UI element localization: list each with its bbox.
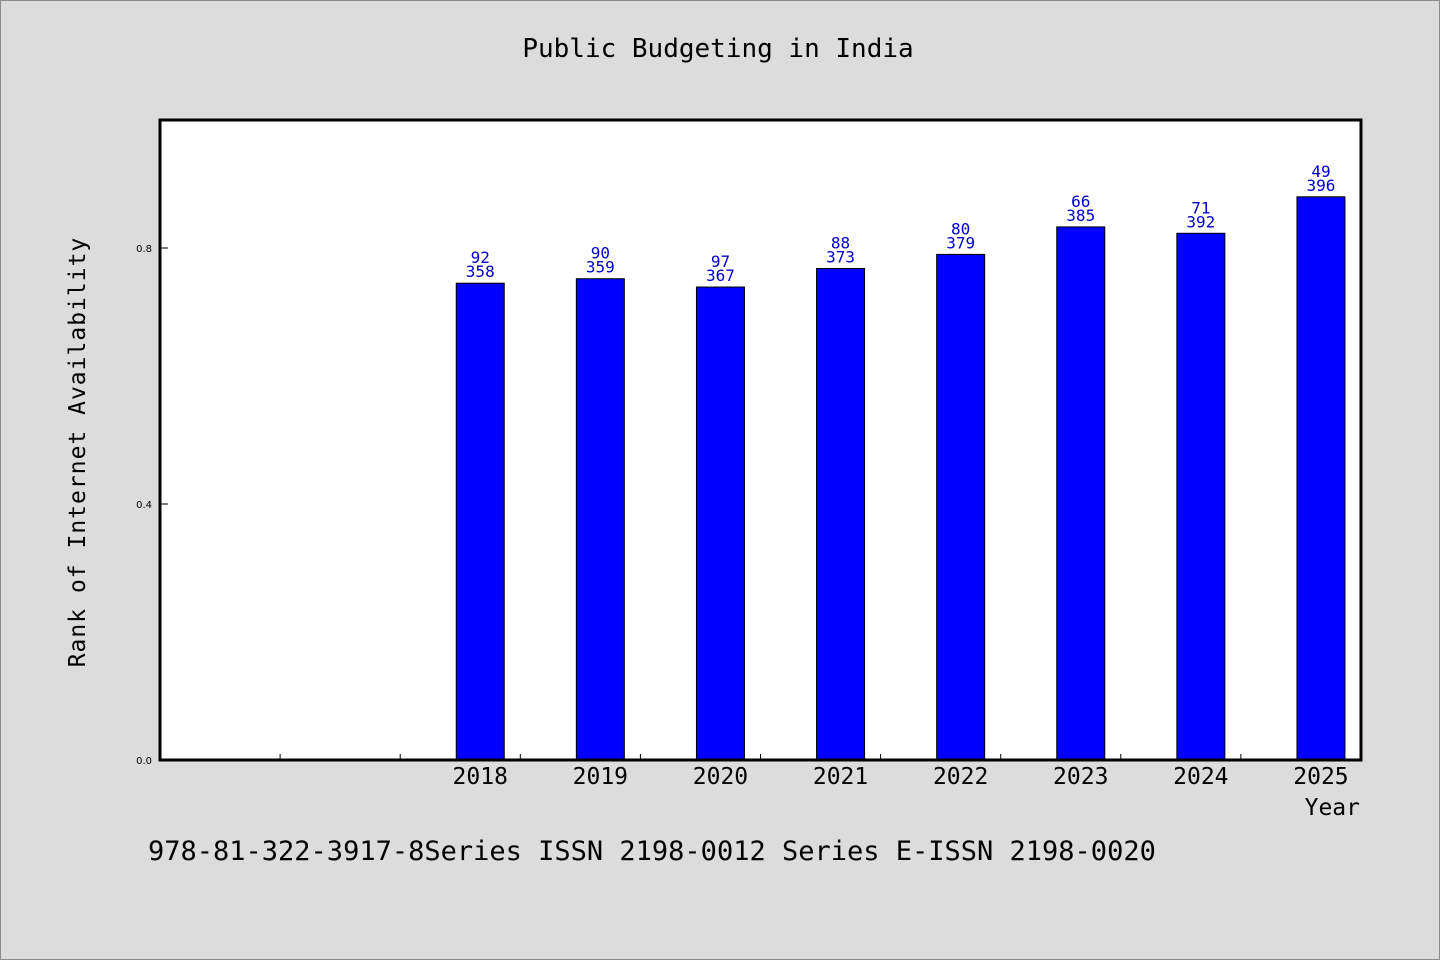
bar: [695, 286, 745, 761]
footer-isbn-text: 978-81-322-3917-8Series ISSN 2198-0012 S…: [148, 836, 1156, 867]
bar-label-top: 90: [591, 244, 610, 263]
x-category-label: 2018: [453, 764, 508, 790]
x-category-label: 2021: [813, 764, 868, 790]
bar-label-bottom: 385: [1066, 206, 1095, 225]
x-category-label: 2025: [1293, 764, 1348, 790]
bar: [1176, 232, 1226, 761]
bar: [936, 253, 986, 761]
bar-label-top: 97: [711, 252, 730, 271]
bar-label-bottom: 359: [586, 258, 615, 277]
bar-label-top: 49: [1311, 162, 1330, 181]
bar-label-top: 92: [471, 248, 490, 267]
bar-label-bottom: 392: [1186, 212, 1215, 231]
plot-area: [160, 120, 1361, 760]
bar: [1296, 196, 1346, 761]
plot-border: [158, 118, 1363, 762]
y-tick-label: 0.0: [136, 756, 152, 767]
bar-label-bottom: 373: [826, 247, 855, 266]
chart-title: Public Budgeting in India: [522, 34, 914, 64]
bar-label-bottom: 396: [1306, 176, 1335, 195]
bar-label-top: 88: [831, 233, 850, 252]
bar-label-bottom: 367: [706, 266, 735, 285]
bar-label-top: 80: [951, 219, 970, 238]
x-category-label: 2019: [573, 764, 628, 790]
y-tick-label: 0.4: [136, 500, 152, 511]
bar: [816, 267, 866, 761]
bar: [455, 282, 505, 761]
x-category-label: 2023: [1053, 764, 1108, 790]
x-category-label: 2024: [1173, 764, 1228, 790]
bar-label-bottom: 358: [466, 262, 495, 281]
x-axis-label: Year: [1304, 795, 1360, 821]
bar-label-top: 71: [1191, 198, 1210, 217]
x-category-label: 2020: [693, 764, 748, 790]
y-tick-label: 0.8: [136, 244, 152, 255]
bar: [1056, 226, 1106, 761]
x-category-label: 2022: [933, 764, 988, 790]
bar-label-bottom: 379: [946, 233, 975, 252]
bar-label-top: 66: [1071, 192, 1090, 211]
bar: [575, 278, 625, 761]
